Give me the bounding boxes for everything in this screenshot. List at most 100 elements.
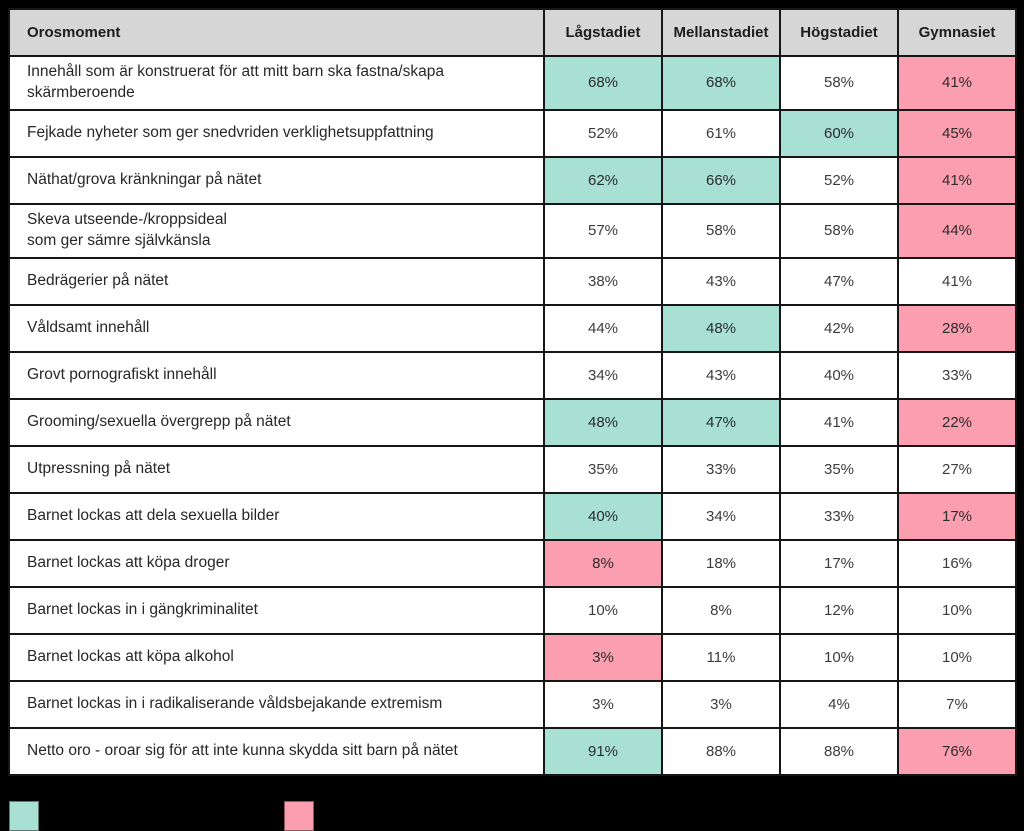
value-cell: 41% [897, 155, 1017, 205]
column-header-orosmoment: Orosmoment [8, 8, 545, 57]
value-cell: 8% [543, 538, 663, 588]
value-cell: 7% [897, 679, 1017, 729]
value-cell: 38% [543, 256, 663, 306]
table-row: Barnet lockas att köpa droger 8% 18% 17% 16% [8, 538, 1017, 588]
table-row: Näthat/grova kränkningar på nätet 62% 66% 5… [8, 155, 1017, 205]
value-cell: 22% [897, 397, 1017, 447]
value-cell: 52% [543, 108, 663, 158]
header-row: Orosmoment Lågstadiet Mellanstadiet Högs… [8, 8, 1017, 57]
value-cell: 35% [543, 444, 663, 494]
value-cell: 60% [779, 108, 899, 158]
row-label: Barnet lockas att köpa alkohol [8, 632, 545, 682]
value-cell: 40% [543, 491, 663, 541]
value-cell: 41% [779, 397, 899, 447]
value-cell: 62% [543, 155, 663, 205]
value-cell: 48% [543, 397, 663, 447]
column-header-hogstadiet: Högstadiet [779, 8, 899, 57]
row-label: Näthat/grova kränkningar på nätet [8, 155, 545, 205]
column-header-mellanstadiet: Mellanstadiet [661, 8, 781, 57]
value-cell: 10% [897, 632, 1017, 682]
value-cell: 43% [661, 256, 781, 306]
value-cell: 4% [779, 679, 899, 729]
row-label: Netto oro - oroar sig för att inte kunna… [8, 726, 545, 776]
table-row: Fejkade nyheter som ger snedvriden verkl… [8, 108, 1017, 158]
value-cell: 27% [897, 444, 1017, 494]
value-cell: 41% [897, 256, 1017, 306]
value-cell: 66% [661, 155, 781, 205]
value-cell: 43% [661, 350, 781, 400]
value-cell: 44% [897, 202, 1017, 259]
table-canvas: Orosmoment Lågstadiet Mellanstadiet Högs… [8, 8, 1017, 831]
value-cell: 28% [897, 303, 1017, 353]
value-cell: 33% [661, 444, 781, 494]
legend [9, 800, 1017, 831]
value-cell: 57% [543, 202, 663, 259]
row-label: Utpressning på nätet [8, 444, 545, 494]
column-header-lagstadiet: Lågstadiet [543, 8, 663, 57]
value-cell: 12% [779, 585, 899, 635]
row-label: Grooming/sexuella övergrepp på nätet [8, 397, 545, 447]
table-row: Barnet lockas in i radikaliserande vålds… [8, 679, 1017, 729]
value-cell: 17% [779, 538, 899, 588]
row-label: Barnet lockas att köpa droger [8, 538, 545, 588]
value-cell: 41% [897, 55, 1017, 111]
value-cell: 45% [897, 108, 1017, 158]
value-cell: 68% [543, 55, 663, 111]
table-row: Barnet lockas in i gängkriminalitet 10% 8%… [8, 585, 1017, 635]
value-cell: 35% [779, 444, 899, 494]
table-body: Innehåll som är konstruerat för att mitt… [8, 55, 1017, 776]
row-label: Våldsamt innehåll [8, 303, 545, 353]
value-cell: 16% [897, 538, 1017, 588]
value-cell: 61% [661, 108, 781, 158]
column-header-gymnasiet: Gymnasiet [897, 8, 1017, 57]
value-cell: 3% [543, 679, 663, 729]
value-cell: 3% [543, 632, 663, 682]
value-cell: 76% [897, 726, 1017, 776]
value-cell: 48% [661, 303, 781, 353]
value-cell: 34% [661, 491, 781, 541]
row-label: Fejkade nyheter som ger snedvriden verkl… [8, 108, 545, 158]
table-row: Bedrägerier på nätet 38% 43% 47% 41% [8, 256, 1017, 306]
value-cell: 44% [543, 303, 663, 353]
value-cell: 40% [779, 350, 899, 400]
value-cell: 47% [661, 397, 781, 447]
value-cell: 10% [779, 632, 899, 682]
value-cell: 33% [897, 350, 1017, 400]
value-cell: 11% [661, 632, 781, 682]
value-cell: 10% [897, 585, 1017, 635]
value-cell: 52% [779, 155, 899, 205]
value-cell: 47% [779, 256, 899, 306]
table-row: Våldsamt innehåll 44% 48% 42% 28% [8, 303, 1017, 353]
row-label: Innehåll som är konstruerat för att mitt… [8, 55, 545, 111]
value-cell: 42% [779, 303, 899, 353]
value-cell: 10% [543, 585, 663, 635]
table-row: Barnet lockas att dela sexuella bilder 40… [8, 491, 1017, 541]
value-cell: 88% [661, 726, 781, 776]
value-cell: 8% [661, 585, 781, 635]
row-label: Barnet lockas in i radikaliserande vålds… [8, 679, 545, 729]
row-label: Bedrägerier på nätet [8, 256, 545, 306]
table-row: Grooming/sexuella övergrepp på nätet 48% 4… [8, 397, 1017, 447]
value-cell: 3% [661, 679, 781, 729]
orosmoment-table: Orosmoment Lågstadiet Mellanstadiet Högs… [8, 8, 1017, 776]
value-cell: 33% [779, 491, 899, 541]
table-row: Skeva utseende-/kroppsideal som ger sämr… [8, 202, 1017, 259]
row-label: Grovt pornografiskt innehåll [8, 350, 545, 400]
value-cell: 58% [661, 202, 781, 259]
table-row: Utpressning på nätet 35% 33% 35% 27% [8, 444, 1017, 494]
value-cell: 88% [779, 726, 899, 776]
table-row: Grovt pornografiskt innehåll 34% 43% 40% 33% [8, 350, 1017, 400]
value-cell: 34% [543, 350, 663, 400]
value-cell: 18% [661, 538, 781, 588]
value-cell: 68% [661, 55, 781, 111]
table-row: Innehåll som är konstruerat för att mitt… [8, 55, 1017, 111]
row-label: Skeva utseende-/kroppsideal som ger sämr… [8, 202, 545, 259]
value-cell: 58% [779, 55, 899, 111]
table-row: Barnet lockas att köpa alkohol 3% 11% 10% 10… [8, 632, 1017, 682]
row-label: Barnet lockas in i gängkriminalitet [8, 585, 545, 635]
value-cell: 17% [897, 491, 1017, 541]
row-label: Barnet lockas att dela sexuella bilder [8, 491, 545, 541]
table-row: Netto oro - oroar sig för att inte kunna… [8, 726, 1017, 776]
value-cell: 58% [779, 202, 899, 259]
legend-teal-swatch [9, 800, 39, 831]
